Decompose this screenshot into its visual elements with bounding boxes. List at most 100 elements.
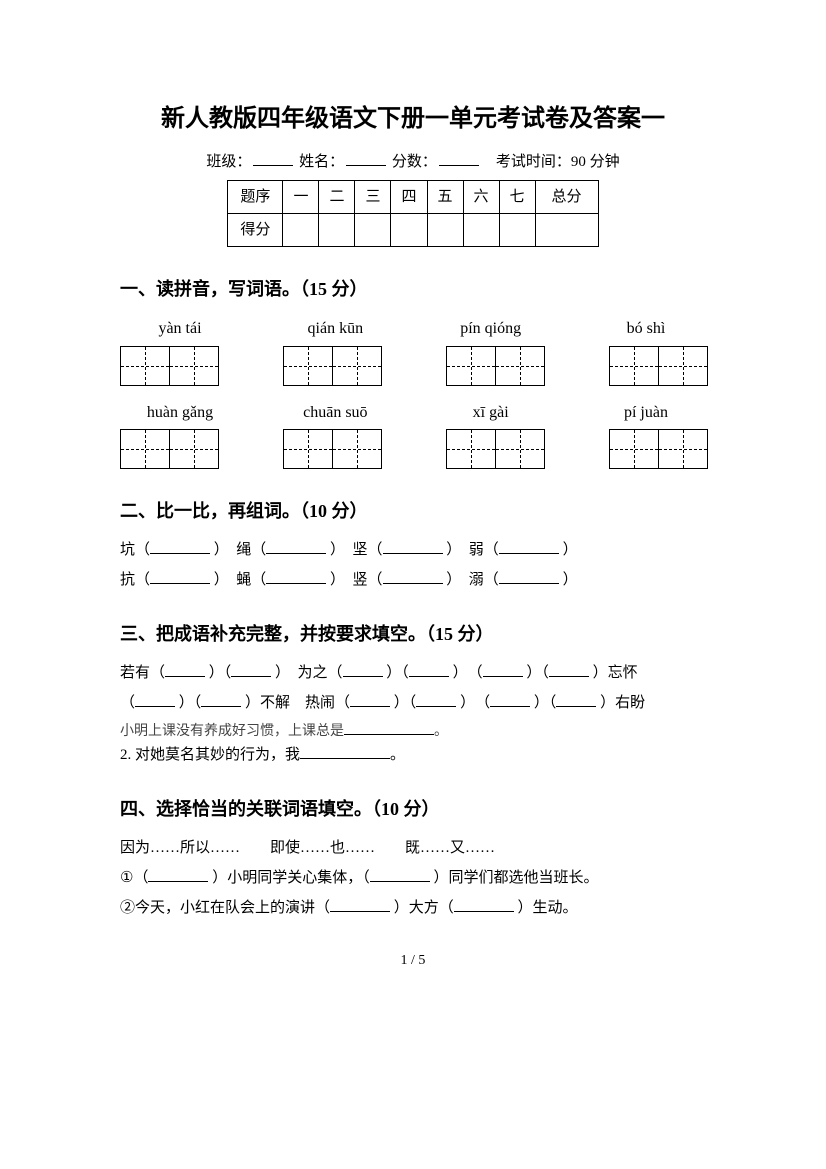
answer-blank[interactable] bbox=[343, 662, 383, 677]
name-blank[interactable] bbox=[346, 165, 386, 166]
answer-blank[interactable] bbox=[300, 744, 390, 759]
answer-blank[interactable] bbox=[150, 569, 210, 584]
answer-blank[interactable] bbox=[330, 897, 390, 912]
score-cell[interactable] bbox=[427, 214, 463, 247]
q2-text: ） 竖（ bbox=[330, 572, 383, 588]
score-cell[interactable] bbox=[355, 214, 391, 247]
q3-text: ）（ bbox=[394, 695, 417, 711]
answer-blank[interactable] bbox=[266, 539, 326, 554]
pinyin-row: huàn gǎng chuān suō xī gài pí juàn bbox=[120, 400, 706, 426]
answer-blank[interactable] bbox=[383, 539, 443, 554]
q4-text: ②今天，小红在队会上的演讲（ bbox=[120, 900, 330, 916]
answer-blank[interactable] bbox=[499, 569, 559, 584]
q2-text: ） 坚（ bbox=[330, 542, 383, 558]
q3-note1: 小明上课没有养成好习惯，上课总是 。 bbox=[120, 721, 706, 743]
q3-line: 若有（ ）（ ） 为之（ ）（ ） （ ）（ ）忘怀 bbox=[120, 661, 706, 685]
q3-text: 若有（ bbox=[120, 665, 165, 681]
q4-text: ）大方（ bbox=[394, 900, 454, 916]
meta-line: 班级： 姓名： 分数： 考试时间：90 分钟 bbox=[120, 150, 706, 174]
answer-blank[interactable] bbox=[454, 897, 514, 912]
score-label: 分数： bbox=[392, 154, 437, 170]
pinyin-label: yàn tái bbox=[120, 316, 240, 342]
q4-text: ）同学们都选他当班长。 bbox=[433, 870, 598, 886]
q2-line: 坑（ ） 绳（ ） 坚（ ） 弱（ ） bbox=[120, 538, 706, 562]
page-number: 1 / 5 bbox=[120, 950, 706, 972]
total-header: 总分 bbox=[535, 181, 598, 214]
score-blank[interactable] bbox=[439, 165, 479, 166]
pinyin-label: pín qióng bbox=[431, 316, 551, 342]
answer-blank[interactable] bbox=[370, 867, 430, 882]
answer-blank[interactable] bbox=[135, 692, 175, 707]
answer-blank[interactable] bbox=[266, 569, 326, 584]
answer-box-pair[interactable] bbox=[446, 429, 543, 469]
q3-text: ） （ bbox=[453, 665, 483, 681]
q3-note-text: 小明上课没有养成好习惯，上课总是 bbox=[120, 724, 344, 739]
answer-blank[interactable] bbox=[344, 721, 434, 735]
answer-box-pair[interactable] bbox=[446, 346, 543, 386]
score-table: 题序 一 二 三 四 五 六 七 总分 得分 bbox=[227, 180, 598, 247]
section2-heading: 二、比一比，再组词。（10 分） bbox=[120, 497, 706, 526]
answer-box-pair[interactable] bbox=[609, 429, 706, 469]
answer-blank[interactable] bbox=[150, 539, 210, 554]
answer-box-pair[interactable] bbox=[283, 429, 380, 469]
answer-blank[interactable] bbox=[409, 662, 449, 677]
pinyin-label: xī gài bbox=[431, 400, 551, 426]
score-cell[interactable] bbox=[391, 214, 427, 247]
answer-blank[interactable] bbox=[148, 867, 208, 882]
q3-text: ） （ bbox=[460, 695, 490, 711]
answer-blank[interactable] bbox=[165, 662, 205, 677]
q2-text: ） 绳（ bbox=[214, 542, 267, 558]
header-label: 题序 bbox=[228, 181, 283, 214]
q2-text: ） bbox=[563, 542, 578, 558]
answer-blank[interactable] bbox=[416, 692, 456, 707]
name-label: 姓名： bbox=[299, 154, 344, 170]
answer-blank[interactable] bbox=[499, 539, 559, 554]
answer-blank[interactable] bbox=[549, 662, 589, 677]
answer-box-pair[interactable] bbox=[283, 346, 380, 386]
q2-text: ） 溺（ bbox=[446, 572, 499, 588]
answer-blank[interactable] bbox=[556, 692, 596, 707]
q3-text: ）不解 热闹（ bbox=[245, 695, 350, 711]
col-header: 一 bbox=[283, 181, 319, 214]
answer-blank[interactable] bbox=[490, 692, 530, 707]
pinyin-label: pí juàn bbox=[586, 400, 706, 426]
answer-box-pair[interactable] bbox=[120, 346, 217, 386]
q3-text: ）（ bbox=[209, 665, 232, 681]
class-label: 班级： bbox=[206, 154, 251, 170]
answer-blank[interactable] bbox=[231, 662, 271, 677]
q2-text: 坑（ bbox=[120, 542, 150, 558]
pinyin-label: chuān suō bbox=[275, 400, 395, 426]
score-cell[interactable] bbox=[283, 214, 319, 247]
q2-text: ） bbox=[563, 572, 578, 588]
answer-blank[interactable] bbox=[201, 692, 241, 707]
col-header: 五 bbox=[427, 181, 463, 214]
answer-blank[interactable] bbox=[483, 662, 523, 677]
score-cell[interactable] bbox=[319, 214, 355, 247]
table-row: 得分 bbox=[228, 214, 598, 247]
class-blank[interactable] bbox=[253, 165, 293, 166]
q2-text: 抗（ bbox=[120, 572, 150, 588]
answer-box-pair[interactable] bbox=[609, 346, 706, 386]
q3-note-text: 。 bbox=[390, 747, 405, 763]
q3-text: ）（ bbox=[534, 695, 557, 711]
exam-time: 考试时间：90 分钟 bbox=[496, 154, 620, 170]
pinyin-label: huàn gǎng bbox=[120, 400, 240, 426]
section1-heading: 一、读拼音，写词语。（15 分） bbox=[120, 275, 706, 304]
answer-blank[interactable] bbox=[383, 569, 443, 584]
q3-text: ）（ bbox=[179, 695, 202, 711]
q3-note-text: 2. 对她莫名其妙的行为，我 bbox=[120, 747, 300, 763]
q3-note-text: 。 bbox=[434, 724, 448, 739]
score-cell[interactable] bbox=[463, 214, 499, 247]
answer-box-pair[interactable] bbox=[120, 429, 217, 469]
score-cell[interactable] bbox=[535, 214, 598, 247]
col-header: 三 bbox=[355, 181, 391, 214]
q3-text: ）（ bbox=[386, 665, 409, 681]
section3-heading: 三、把成语补充完整，并按要求填空。（15 分） bbox=[120, 620, 706, 649]
col-header: 二 bbox=[319, 181, 355, 214]
q3-line: （ ）（ ）不解 热闹（ ）（ ） （ ）（ ）右盼 bbox=[120, 691, 706, 715]
col-header: 四 bbox=[391, 181, 427, 214]
answer-blank[interactable] bbox=[350, 692, 390, 707]
score-cell[interactable] bbox=[499, 214, 535, 247]
document-title: 新人教版四年级语文下册一单元考试卷及答案一 bbox=[120, 100, 706, 138]
q3-text: ）（ bbox=[526, 665, 549, 681]
